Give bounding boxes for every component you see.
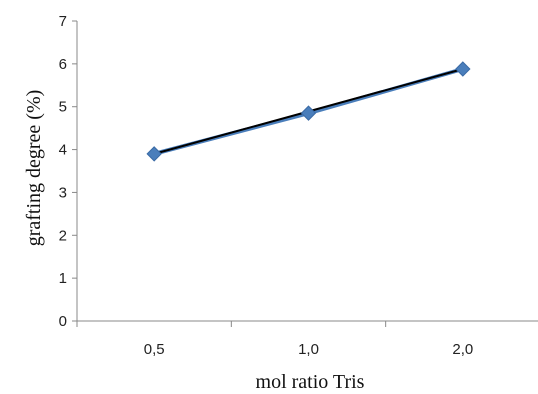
data-point-marker (455, 61, 471, 77)
data-point-marker (300, 105, 317, 121)
y-axis-title: grafting degree (%) (23, 90, 45, 247)
x-tick-label: 2,0 (452, 341, 473, 358)
x-axis-title: mol ratio Tris (256, 371, 365, 393)
y-tick-label: 6 (59, 56, 67, 73)
data-point-marker (146, 146, 162, 162)
y-tick-label: 2 (59, 227, 67, 244)
y-tick-label: 5 (59, 99, 67, 116)
axes-group: 0 1 2 3 4 5 6 7 0,5 1,0 2,0 (59, 13, 538, 358)
x-tick-label: 1,0 (298, 341, 319, 358)
y-tick-label: 7 (59, 13, 67, 30)
series-group (146, 61, 471, 162)
y-tick-label: 1 (59, 270, 67, 287)
y-tick-label: 3 (59, 184, 67, 201)
x-tick-label: 0,5 (144, 341, 165, 358)
y-tick-label: 0 (59, 313, 67, 330)
y-tick-label: 4 (59, 142, 67, 159)
